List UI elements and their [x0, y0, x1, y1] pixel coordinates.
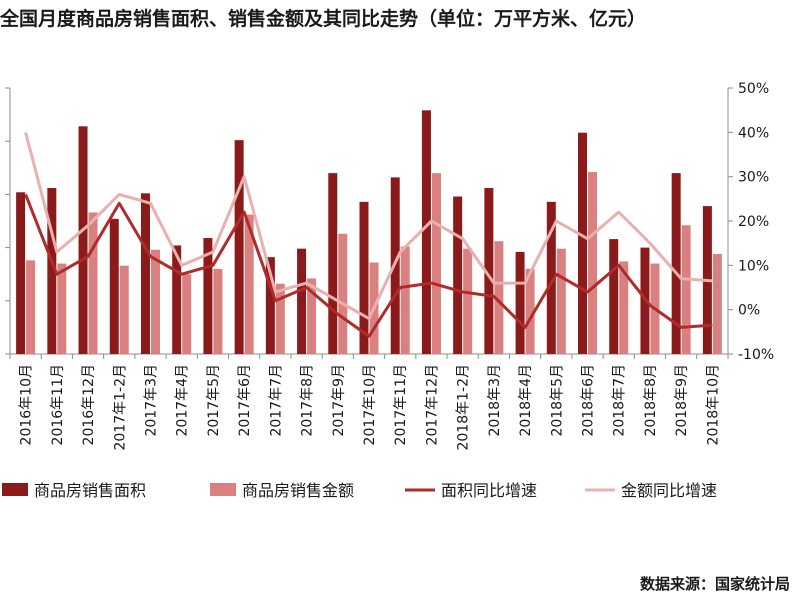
x-axis-tick-label: 2017年10月: [362, 364, 378, 445]
bar-amount: [88, 212, 98, 354]
bar-amount: [712, 253, 722, 354]
x-axis-tick-label: 2018年6月: [581, 364, 597, 437]
x-axis-tick-label: 2017年3月: [143, 364, 159, 437]
data-source-note: 数据来源：国家统计局: [639, 575, 790, 593]
bar-amount: [213, 268, 223, 354]
bar-area: [671, 173, 681, 354]
bar-amount: [556, 248, 566, 354]
bar-amount: [338, 233, 348, 354]
bar-area: [47, 188, 57, 354]
bar-area: [609, 239, 619, 354]
bar-area: [203, 238, 213, 354]
right-axis-tick-label: -10%: [738, 347, 774, 363]
x-axis-tick-label: 2017年5月: [206, 364, 222, 437]
legend-label: 金额同比增速: [621, 481, 717, 500]
x-axis-tick-label: 2018年5月: [549, 364, 565, 437]
bar-area: [359, 201, 369, 354]
bar-amount: [588, 172, 598, 354]
bar-amount: [119, 265, 129, 354]
legend-label: 商品房销售面积: [34, 481, 146, 500]
bar-area: [109, 218, 119, 354]
x-axis-tick-label: 2018年7月: [612, 364, 628, 437]
bar-amount: [494, 241, 504, 354]
bar-amount: [525, 268, 535, 354]
bar-area: [172, 245, 182, 354]
bar-area: [546, 201, 556, 354]
x-axis-tick-label: 2017年9月: [331, 364, 347, 437]
bar-amount: [400, 246, 410, 354]
right-axis-tick-label: 10%: [738, 258, 769, 274]
bar-amount: [275, 283, 285, 354]
bar-amount: [26, 260, 36, 354]
x-axis-tick-label: 2016年12月: [81, 364, 97, 445]
bar-amount: [619, 261, 629, 354]
legend-label: 面积同比增速: [441, 481, 537, 500]
legend-swatch: [210, 483, 236, 496]
x-axis-tick-label: 2017年1-2月: [112, 364, 128, 451]
bar-area: [265, 257, 275, 354]
bar-area: [453, 196, 463, 354]
bar-area: [421, 110, 431, 355]
bar-area: [484, 188, 494, 354]
chart-title: 全国月度商品房销售面积、销售金额及其同比走势（单位：万平方米、亿元）: [0, 8, 647, 30]
x-axis-tick-label: 2017年11月: [393, 364, 409, 445]
bar-amount: [57, 263, 67, 354]
right-axis-tick-label: 40%: [738, 125, 769, 141]
x-axis-tick-label: 2017年4月: [175, 364, 191, 437]
right-axis-tick-label: 0%: [738, 303, 760, 319]
x-axis-tick-label: 2017年6月: [237, 364, 253, 437]
bar-amount: [307, 278, 317, 354]
bar-area: [328, 173, 338, 354]
right-axis-tick-label: 50%: [738, 81, 769, 97]
bar-amount: [431, 173, 441, 354]
x-axis-tick-label: 2016年10月: [19, 364, 35, 445]
x-axis-tick-label: 2018年10月: [705, 364, 721, 445]
line-area-growth: [24, 193, 713, 338]
bar-amount: [182, 274, 192, 354]
bar-area: [78, 126, 88, 354]
bar-area: [578, 132, 588, 354]
legend-label: 商品房销售金额: [242, 481, 354, 500]
x-axis-tick-label: 2018年9月: [674, 364, 690, 437]
bar-area: [515, 251, 525, 354]
legend-swatch: [2, 483, 28, 496]
bar-area: [16, 192, 26, 354]
x-axis-tick-label: 2018年4月: [518, 364, 534, 437]
x-axis-tick-label: 2018年3月: [487, 364, 503, 437]
x-axis-tick-label: 2017年12月: [424, 364, 440, 445]
bar-amount: [244, 214, 254, 354]
x-axis-tick-label: 2017年7月: [268, 364, 284, 437]
x-axis-tick-label: 2016年11月: [50, 364, 66, 445]
right-axis-tick-label: 30%: [738, 170, 769, 186]
bar-amount: [681, 225, 691, 354]
bar-area: [234, 140, 244, 354]
line-amount-growth: [24, 131, 713, 321]
bar-amount: [150, 249, 160, 354]
right-axis-tick-label: 20%: [738, 214, 769, 230]
bar-area: [297, 248, 307, 354]
x-axis-tick-label: 2017年8月: [300, 364, 316, 437]
bar-amount: [463, 248, 473, 354]
x-axis-tick-label: 2018年8月: [643, 364, 659, 437]
bar-area: [140, 193, 150, 354]
x-axis-tick-label: 2018年1-2月: [456, 364, 472, 451]
